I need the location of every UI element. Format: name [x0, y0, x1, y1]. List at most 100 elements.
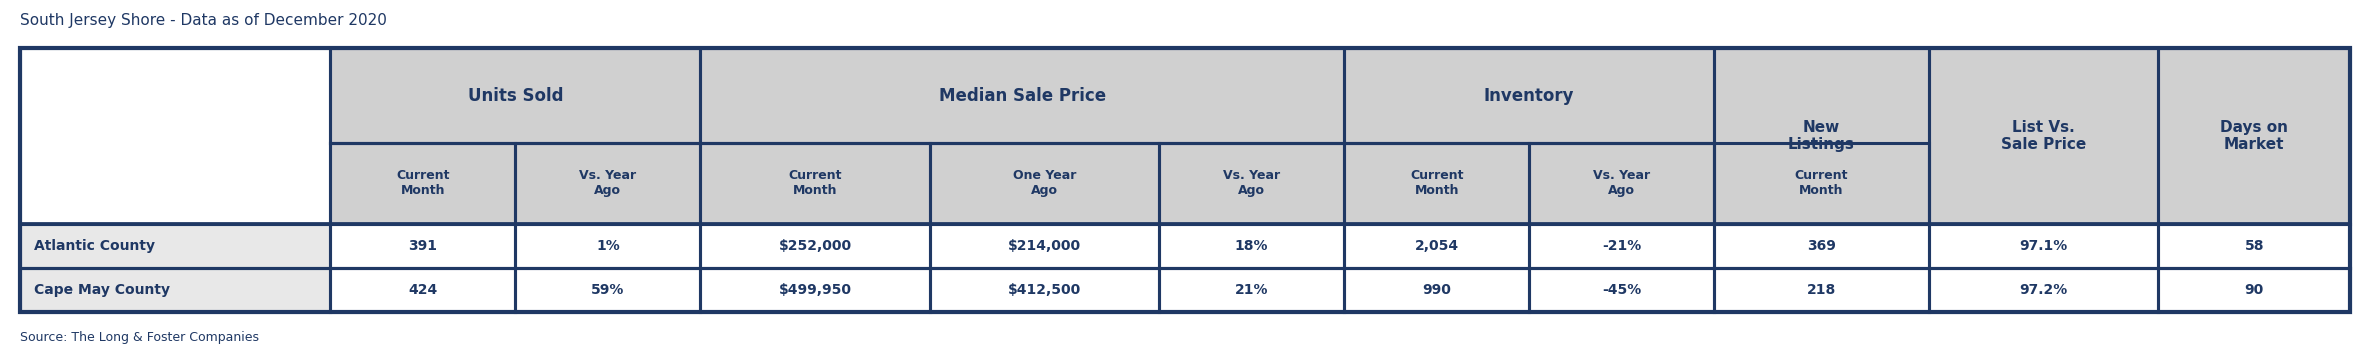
Bar — [515, 223, 699, 268]
Bar — [699, 143, 929, 223]
Text: Current
Month: Current Month — [1794, 169, 1848, 197]
Text: 990: 990 — [1423, 283, 1451, 297]
Bar — [19, 268, 331, 312]
Bar — [1160, 268, 1345, 312]
Bar — [1713, 143, 1928, 223]
Bar — [1345, 268, 1529, 312]
Bar — [1928, 48, 2157, 223]
Text: Source: The Long & Foster Companies: Source: The Long & Foster Companies — [19, 330, 258, 343]
Bar — [1345, 223, 1529, 268]
Bar — [515, 268, 699, 312]
Bar — [1529, 143, 1713, 223]
Text: 97.1%: 97.1% — [2020, 239, 2068, 253]
Bar — [2157, 48, 2351, 223]
Bar — [1928, 223, 2157, 268]
Bar — [19, 48, 331, 223]
Text: 21%: 21% — [1236, 283, 1269, 297]
Text: 424: 424 — [409, 283, 437, 297]
Bar — [1345, 48, 1713, 143]
Text: List Vs.
Sale Price: List Vs. Sale Price — [2001, 120, 2087, 152]
Text: $412,500: $412,500 — [1009, 283, 1082, 297]
Bar — [699, 48, 1345, 143]
Text: 2,054: 2,054 — [1415, 239, 1458, 253]
Bar — [1345, 48, 1713, 143]
Bar — [699, 48, 1345, 143]
Bar — [1160, 143, 1345, 223]
Bar — [1160, 143, 1345, 223]
Text: -21%: -21% — [1602, 239, 1642, 253]
Bar — [699, 268, 929, 312]
Text: Units Sold: Units Sold — [468, 86, 562, 104]
Bar — [19, 48, 2351, 312]
Bar — [1529, 223, 1713, 268]
Bar — [19, 223, 331, 268]
Bar — [19, 223, 331, 268]
Bar — [1713, 143, 1928, 223]
Text: Current
Month: Current Month — [789, 169, 841, 197]
Bar — [1529, 223, 1713, 268]
Text: Current
Month: Current Month — [1411, 169, 1463, 197]
Text: Atlantic County: Atlantic County — [33, 239, 154, 253]
Text: Vs. Year
Ago: Vs. Year Ago — [1224, 169, 1281, 197]
Bar — [929, 268, 1160, 312]
Bar — [515, 143, 699, 223]
Text: Vs. Year
Ago: Vs. Year Ago — [579, 169, 636, 197]
Bar — [1529, 143, 1713, 223]
Bar — [331, 48, 699, 143]
Bar — [331, 143, 515, 223]
Text: New
Listings: New Listings — [1789, 120, 1855, 152]
Bar — [2157, 223, 2351, 268]
Bar — [515, 223, 699, 268]
Bar — [2157, 268, 2351, 312]
Bar — [1345, 143, 1529, 223]
Bar — [1160, 223, 1345, 268]
Bar — [699, 143, 929, 223]
Bar — [1713, 268, 1928, 312]
Text: $214,000: $214,000 — [1009, 239, 1080, 253]
Text: 391: 391 — [409, 239, 437, 253]
Bar — [1928, 223, 2157, 268]
Bar — [929, 223, 1160, 268]
Bar — [1713, 268, 1928, 312]
Bar — [699, 268, 929, 312]
Bar — [331, 223, 515, 268]
Bar — [1529, 268, 1713, 312]
Bar — [515, 268, 699, 312]
Text: South Jersey Shore - Data as of December 2020: South Jersey Shore - Data as of December… — [19, 13, 388, 28]
Text: 59%: 59% — [591, 283, 624, 297]
Bar — [929, 223, 1160, 268]
Bar — [1928, 268, 2157, 312]
Bar — [2157, 223, 2351, 268]
Text: 90: 90 — [2245, 283, 2264, 297]
Bar — [1713, 48, 1928, 223]
Text: 18%: 18% — [1236, 239, 1269, 253]
Bar — [929, 268, 1160, 312]
Text: 369: 369 — [1808, 239, 1836, 253]
Bar — [19, 268, 331, 312]
Bar — [2157, 48, 2351, 223]
Bar — [2157, 268, 2351, 312]
Text: Median Sale Price: Median Sale Price — [938, 86, 1106, 104]
Bar — [929, 143, 1160, 223]
Bar — [1160, 268, 1345, 312]
Bar — [1345, 143, 1529, 223]
Bar — [331, 48, 699, 143]
Bar — [1529, 268, 1713, 312]
Bar — [1713, 223, 1928, 268]
Bar — [1713, 223, 1928, 268]
Bar — [331, 143, 515, 223]
Bar — [331, 268, 515, 312]
Bar — [515, 143, 699, 223]
Bar — [929, 143, 1160, 223]
Text: Current
Month: Current Month — [397, 169, 449, 197]
Bar — [1928, 48, 2157, 223]
Bar — [1345, 223, 1529, 268]
Text: 58: 58 — [2245, 239, 2264, 253]
Bar — [1928, 268, 2157, 312]
Bar — [1345, 268, 1529, 312]
Bar — [1160, 223, 1345, 268]
Text: $252,000: $252,000 — [777, 239, 851, 253]
Bar — [331, 223, 515, 268]
Text: Days on
Market: Days on Market — [2221, 120, 2287, 152]
Bar — [19, 48, 331, 223]
